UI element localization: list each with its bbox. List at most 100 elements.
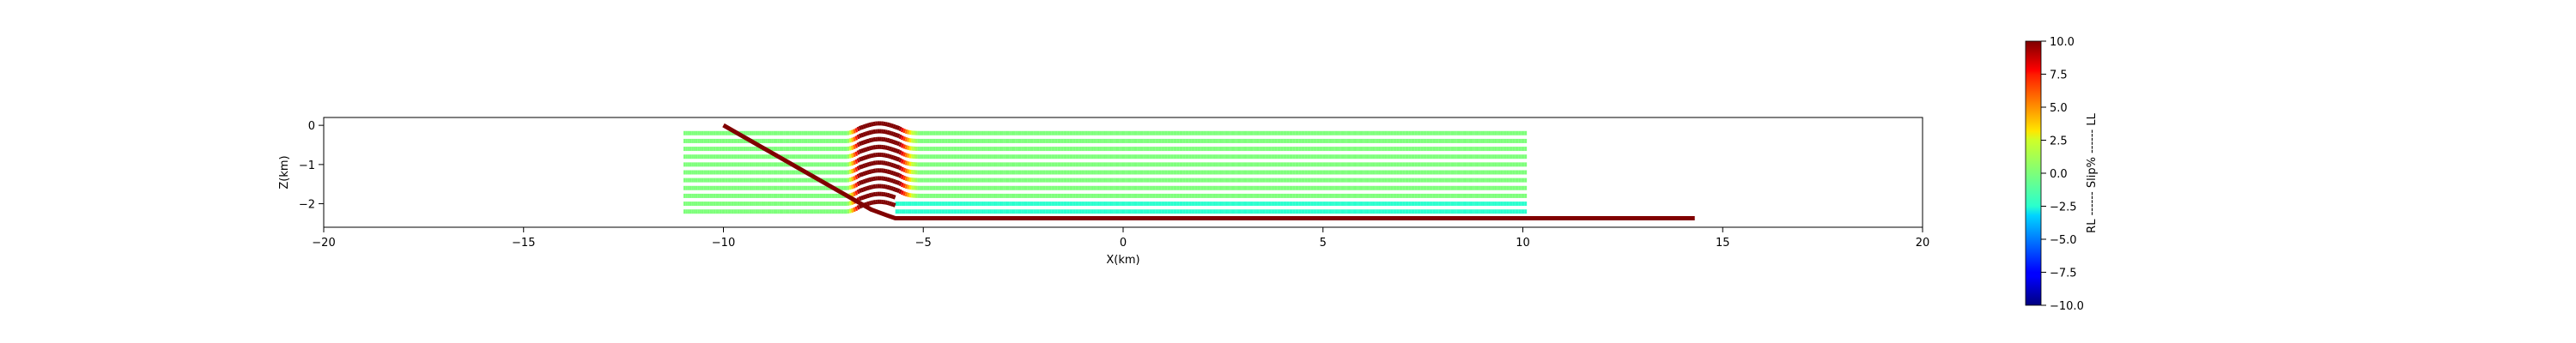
- layer-segment: [896, 188, 901, 194]
- layer-segment: [860, 164, 865, 169]
- layer-segment: [862, 163, 866, 169]
- layer-segment: [892, 163, 896, 169]
- layer-segment: [901, 151, 904, 156]
- layer-line: [683, 168, 1528, 183]
- layer-segment: [901, 159, 904, 164]
- layer-segment: [871, 184, 874, 190]
- colorbar-tick-label: 7.5: [2050, 69, 2068, 82]
- colorbar: 10.0 7.5 5.0 2.5 0.0 −2.5 −5.0 −7.5 −10.0: [2025, 36, 2084, 313]
- layer-segment: [862, 131, 866, 137]
- layer-segment: [896, 165, 901, 170]
- layer-segment: [892, 171, 896, 177]
- x-tick-label: −10: [712, 237, 735, 250]
- layer-segment: [901, 182, 904, 188]
- y-axis-label: Z(km): [278, 155, 291, 189]
- layer-segment: [888, 162, 892, 167]
- layer-segment: [898, 134, 902, 140]
- layer-segment: [888, 130, 892, 135]
- layer-segment: [868, 129, 872, 135]
- layer-segment: [858, 172, 862, 178]
- layer-segment: [868, 201, 872, 206]
- layer-segment: [862, 155, 866, 160]
- layer-segment: [856, 158, 860, 163]
- layer-segment: [898, 141, 902, 147]
- layer-segment: [888, 123, 892, 128]
- fault-trace: [722, 123, 1695, 220]
- layer-segment: [862, 123, 866, 129]
- layer-segment: [886, 184, 890, 190]
- layer-segment: [860, 124, 865, 130]
- layer-segment: [888, 201, 892, 207]
- layer-segment: [890, 186, 895, 191]
- layer-segment: [890, 139, 895, 144]
- layer-segment: [896, 133, 901, 139]
- layer-segment: [854, 159, 859, 165]
- x-tick-label: −15: [512, 237, 535, 250]
- y-tick-label: 0: [308, 120, 315, 133]
- layer-segment: [854, 135, 859, 141]
- layer-segment: [888, 178, 892, 183]
- layer-segment: [894, 164, 898, 169]
- layer-segment: [894, 124, 898, 130]
- x-tick-label: −5: [915, 237, 932, 250]
- layer-line: [683, 191, 1528, 207]
- layer-segment: [864, 194, 868, 199]
- layer-segment: [868, 184, 872, 190]
- layer-segment: [901, 190, 904, 196]
- layer-segment: [871, 200, 874, 205]
- layer-segment: [890, 123, 895, 129]
- layer-segment: [854, 128, 859, 133]
- colorbar-tick-label: −2.5: [2050, 202, 2077, 214]
- layer-segment: [890, 202, 895, 207]
- layer-segment: [871, 145, 874, 150]
- layer-segment: [862, 178, 866, 184]
- layer-segment: [884, 129, 888, 135]
- layer-segment: [858, 148, 862, 154]
- layer-segment: [864, 147, 868, 152]
- layer-segment: [860, 179, 865, 185]
- layer-line: [683, 136, 1528, 152]
- layer-segment: [884, 192, 888, 197]
- layer-segment: [884, 200, 888, 205]
- layer-segment: [868, 146, 872, 151]
- layer-segment: [871, 129, 874, 135]
- layer-segment: [856, 165, 860, 171]
- layer-segment: [864, 178, 868, 184]
- layer-segment: [854, 206, 859, 211]
- layer-segment: [864, 123, 868, 129]
- layer-segment: [856, 150, 860, 155]
- layer-segment: [866, 153, 871, 159]
- layer-segment: [886, 146, 890, 151]
- layer-segment: [892, 147, 896, 153]
- layer-segment: [854, 175, 859, 180]
- layer-line: [683, 144, 1528, 159]
- layer-segment: [871, 192, 874, 197]
- layer-segment: [886, 122, 890, 128]
- layer-segment: [888, 146, 892, 152]
- layer-segment: [864, 170, 868, 176]
- layer-segment: [898, 165, 902, 171]
- layer-segment: [854, 151, 859, 156]
- layer-line: [683, 152, 1528, 167]
- layer-segment: [868, 177, 872, 183]
- layer-segment: [898, 149, 902, 155]
- layer-segment: [858, 188, 862, 194]
- layer-segment: [896, 172, 901, 178]
- layer-segment: [898, 158, 902, 163]
- layer-segment: [896, 148, 901, 154]
- layer-segment: [856, 189, 860, 195]
- layer-segment: [864, 139, 868, 144]
- layer-segment: [884, 160, 888, 166]
- layer-segment: [886, 129, 890, 135]
- layer-segment: [892, 155, 896, 160]
- layer-segment: [868, 137, 872, 143]
- layer-segment: [884, 122, 888, 127]
- layer-segment: [866, 201, 871, 207]
- layer-segment: [886, 153, 890, 159]
- layer-segment: [898, 189, 902, 195]
- layer-segment: [862, 147, 866, 153]
- layer-line: [683, 176, 1528, 190]
- x-tick-label: 10: [1516, 237, 1530, 250]
- layer-segment: [888, 170, 892, 175]
- layer-segment: [860, 148, 865, 153]
